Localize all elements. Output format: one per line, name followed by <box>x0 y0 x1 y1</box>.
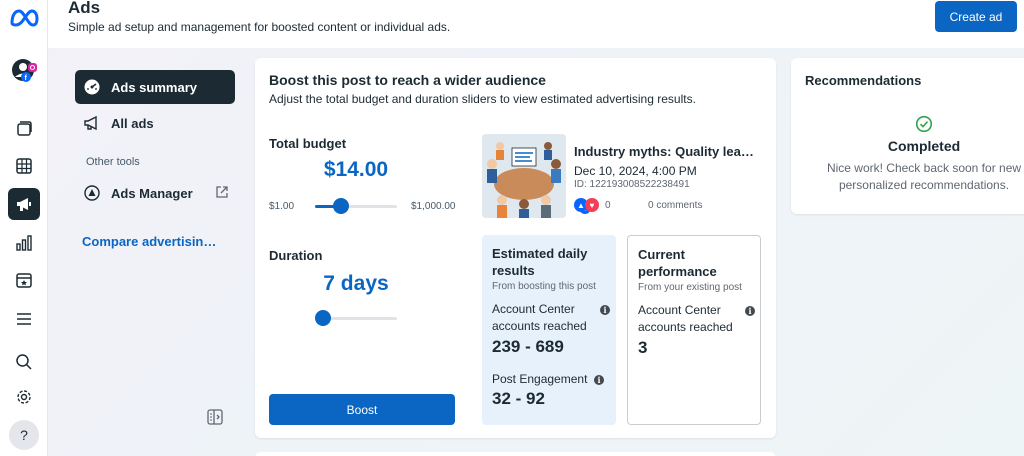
duration-label: Duration <box>269 248 323 263</box>
budget-min-label: $1.00 <box>269 201 295 212</box>
estimated-engagement-value: 32 - 92 <box>492 389 545 408</box>
estimated-engagement-label: Post Engagement <box>492 372 588 386</box>
boost-card: Boost this post to reach a wider audienc… <box>255 58 776 438</box>
help-icon[interactable]: ? <box>9 420 39 450</box>
current-performance-box: Current performance From your existing p… <box>627 235 761 425</box>
nav-ads-summary-label: Ads summary <box>111 79 197 95</box>
boost-subtitle: Adjust the total budget and duration sli… <box>269 92 696 106</box>
duration-value: 7 days <box>323 272 389 295</box>
boost-button[interactable]: Boost <box>269 394 455 425</box>
estimated-from: From boosting this post <box>492 281 596 292</box>
budget-slider-thumb[interactable] <box>333 198 349 214</box>
current-reach-label: Account Center accounts reached <box>638 303 733 334</box>
ads-manager-icon <box>83 184 101 202</box>
love-reaction-icon: ♥ <box>585 198 599 212</box>
megaphone-icon[interactable] <box>8 188 40 220</box>
post-title: Industry myths: Quality lea… <box>574 144 754 159</box>
estimated-reach-label: Account Center accounts reached <box>492 302 587 333</box>
meta-logo-icon[interactable] <box>8 2 40 34</box>
info-icon[interactable]: i <box>594 375 604 385</box>
page-header: Ads Simple ad setup and management for b… <box>48 0 1024 48</box>
menu-icon[interactable] <box>8 303 40 335</box>
account-avatar-icon[interactable]: f <box>8 56 40 88</box>
like-reaction-icon: ▲ <box>574 198 588 212</box>
grid-icon[interactable] <box>8 150 40 182</box>
recommendations-card: Recommendations Completed Nice work! Che… <box>791 58 1024 214</box>
budget-max-label: $1,000.00 <box>411 201 456 212</box>
duration-slider[interactable] <box>315 310 397 326</box>
post-reactions: ▲ ♥ 0 <box>574 198 611 212</box>
info-icon[interactable]: i <box>600 305 610 315</box>
recommendations-message: Nice work! Check back soon for new perso… <box>826 161 1022 192</box>
total-budget-label: Total budget <box>269 136 347 151</box>
post-comments: 0 comments <box>648 200 703 211</box>
megaphone-icon <box>83 114 101 132</box>
nav-ads-manager-label: Ads Manager <box>111 185 193 201</box>
next-card <box>255 452 776 456</box>
other-tools-label: Other tools <box>86 156 140 168</box>
left-rail: f ? <box>0 0 48 456</box>
insights-icon[interactable] <box>8 227 40 259</box>
check-circle-icon <box>915 115 933 138</box>
svg-text:f: f <box>25 75 28 82</box>
budget-value: $14.00 <box>323 158 389 181</box>
post-id: ID: 122193008522238491 <box>574 179 690 190</box>
info-icon[interactable]: i <box>745 306 755 316</box>
recommendations-status: Completed <box>887 138 961 154</box>
boost-title: Boost this post to reach a wider audienc… <box>269 72 546 88</box>
estimated-results-box: Estimated daily results From boosting th… <box>482 235 616 425</box>
estimated-reach-value: 239 - 689 <box>492 337 564 356</box>
nav-ads-manager[interactable]: Ads Manager <box>75 176 235 210</box>
current-title: Current performance <box>638 247 717 279</box>
settings-icon[interactable] <box>8 381 40 413</box>
pages-icon[interactable] <box>8 113 40 145</box>
post-thumbnail[interactable] <box>482 134 566 218</box>
collapse-sidebar-icon[interactable] <box>206 408 224 431</box>
nav-all-ads-label: All ads <box>111 115 154 131</box>
post-date: Dec 10, 2024, 4:00 PM <box>574 164 697 178</box>
calendar-icon[interactable] <box>8 264 40 296</box>
budget-slider-fill <box>315 205 341 208</box>
compare-advertising-link[interactable]: Compare advertisin… <box>82 234 217 249</box>
nav-ads-summary[interactable]: Ads summary <box>75 70 235 104</box>
reaction-count: 0 <box>605 199 611 211</box>
budget-slider[interactable] <box>315 198 397 214</box>
page-title: Ads <box>68 0 101 17</box>
estimated-title: Estimated daily results <box>492 246 588 278</box>
page-subtitle: Simple ad setup and management for boost… <box>68 20 451 34</box>
duration-slider-thumb[interactable] <box>315 310 331 326</box>
current-reach-value: 3 <box>638 338 648 357</box>
gauge-icon <box>83 78 101 96</box>
nav-all-ads[interactable]: All ads <box>75 106 235 140</box>
external-link-icon <box>215 185 229 202</box>
search-icon[interactable] <box>8 346 40 378</box>
create-ad-button[interactable]: Create ad <box>935 1 1017 32</box>
recommendations-title: Recommendations <box>805 73 922 88</box>
current-from: From your existing post <box>638 282 742 293</box>
